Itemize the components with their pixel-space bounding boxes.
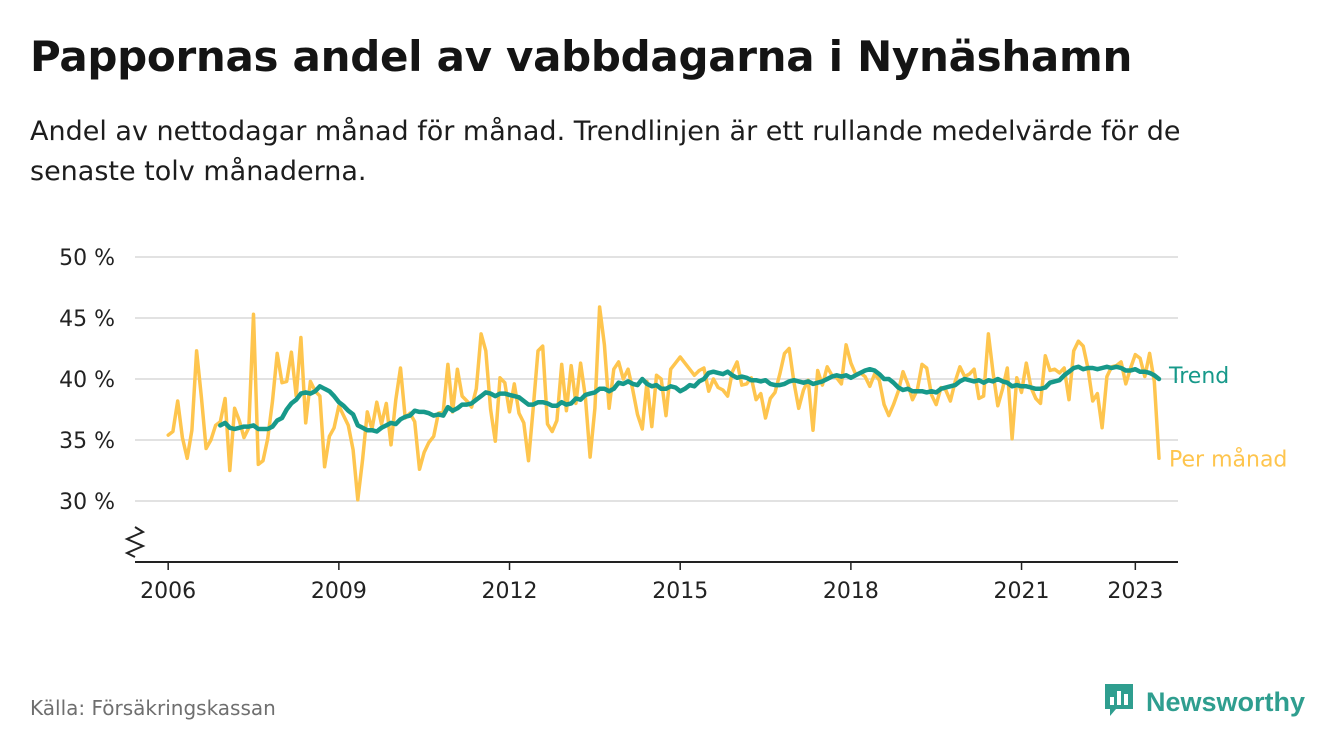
axis-break-marker <box>124 526 146 558</box>
x-tick-label: 2018 <box>823 579 879 604</box>
page-title: Pappornas andel av vabbdagarna i Nynäsha… <box>30 32 1133 81</box>
y-tick-label: 40 % <box>59 368 115 393</box>
trend-line <box>218 364 1162 434</box>
x-tick-label: 2006 <box>140 579 196 604</box>
x-tick-label: 2012 <box>482 579 538 604</box>
monthly-end-label: Per månad <box>1169 446 1287 472</box>
source-note: Källa: Försäkringskassan <box>30 696 276 720</box>
y-tick-label: 50 % <box>59 246 115 271</box>
series-end-labels: Trend Per månad <box>1168 364 1287 472</box>
x-tick-label: 2023 <box>1107 579 1163 604</box>
series-lines <box>166 305 1162 502</box>
page-subtitle: Andel av nettodagar månad för månad. Tre… <box>30 116 1181 187</box>
y-tick-label: 45 % <box>59 307 115 332</box>
brand-logo[interactable]: Newsworthy <box>1102 682 1305 722</box>
trend-end-label: Trend <box>1168 364 1229 389</box>
bar-chart-speech-bubble-icon <box>1102 682 1136 722</box>
y-tick-label: 30 % <box>59 490 115 515</box>
x-axis: 2006 2009 2012 2015 2018 2021 2023 <box>124 526 1178 604</box>
x-tick-label: 2009 <box>311 579 367 604</box>
x-tick-label: 2021 <box>994 579 1050 604</box>
x-tick-label: 2015 <box>652 579 708 604</box>
brand-name: Newsworthy <box>1146 686 1306 717</box>
monthly-line <box>166 305 1161 502</box>
y-tick-label: 35 % <box>59 429 115 454</box>
y-axis-labels: 30 % 35 % 40 % 45 % 50 % <box>59 246 115 515</box>
